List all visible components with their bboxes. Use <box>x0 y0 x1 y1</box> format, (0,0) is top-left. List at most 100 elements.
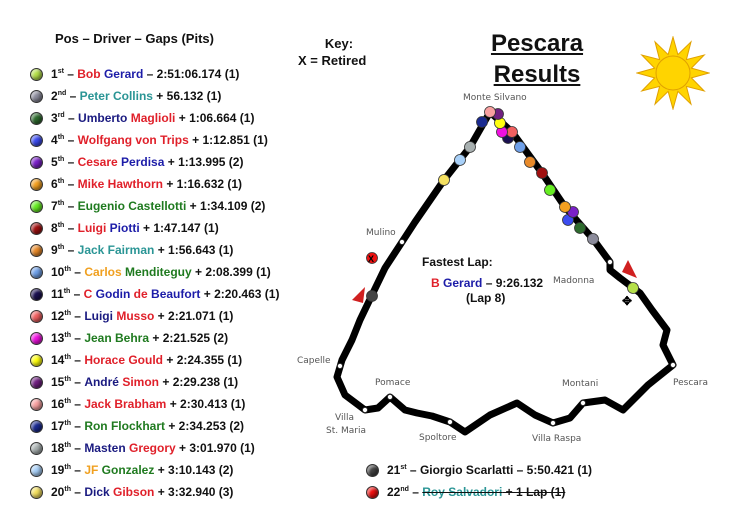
driver-name-part: Eugenio Castellotti <box>77 199 187 213</box>
gap: 2:51:06.174 (1) <box>156 67 240 81</box>
position-number: 10 <box>51 265 65 279</box>
driver-row: 16th – Jack Brabham + 2:30.413 (1) <box>30 394 245 414</box>
driver-name: Carlos Menditeguy + 2:08.399 (1) <box>84 265 270 279</box>
driver-track-marker <box>524 156 536 168</box>
driver-marker-icon <box>30 485 43 499</box>
gap: 1 Lap (1) <box>515 485 566 499</box>
driver-marker-icon <box>30 463 43 477</box>
position-number: 19 <box>51 463 65 477</box>
position: 1st <box>51 67 64 81</box>
driver-track-marker <box>484 106 496 118</box>
driver-marker-icon <box>30 177 43 191</box>
gap: 2:08.399 (1) <box>205 265 271 279</box>
driver-track-marker <box>366 252 378 264</box>
separator: + <box>188 133 203 147</box>
position-number: 7 <box>51 199 58 213</box>
position-suffix: th <box>57 222 65 229</box>
position-suffix: th <box>64 310 71 317</box>
driver-name-part: Masten <box>84 441 126 455</box>
driver-name-part: Gregory <box>129 441 176 455</box>
driver-name-part: Luigi <box>77 221 107 235</box>
driver-marker-icon <box>30 419 43 433</box>
driver-track-marker <box>464 141 476 153</box>
driver-name-part: Simon <box>122 375 159 389</box>
fastest-lap-first: B <box>431 276 440 290</box>
position: 19th <box>51 463 71 477</box>
driver-name: André Simon + 2:29.238 (1) <box>84 375 238 389</box>
separator: + <box>162 177 177 191</box>
driver-name: Jack Fairman + 1:56.643 (1) <box>78 243 234 257</box>
position-number: 13 <box>51 331 65 345</box>
gap: 3:01.970 (1) <box>189 441 255 455</box>
chequered-flag-icon: ✥ <box>622 294 632 308</box>
driver-track-marker <box>506 126 518 138</box>
driver-name-part: Wolfgang von Trips <box>77 133 189 147</box>
driver-marker-icon <box>30 331 43 345</box>
track-label: Capelle <box>297 356 331 366</box>
driver-name-part: Roy Salvadori <box>422 485 503 499</box>
driver-row: 18th – Masten Gregory + 3:01.970 (1) <box>30 438 255 458</box>
flag-marker <box>622 260 637 278</box>
key-entry: X = Retired <box>298 53 367 68</box>
track-label: Spoltore <box>419 433 457 443</box>
track-label: Villa <box>335 413 354 423</box>
driver-marker-icon <box>30 133 43 147</box>
driver-marker-icon <box>366 463 379 477</box>
position: 8th <box>51 221 64 235</box>
position: 3rd <box>51 111 65 125</box>
track-label: Mulino <box>366 228 396 238</box>
driver-name-part: Beaufort <box>151 287 201 301</box>
position: 13th <box>51 331 71 345</box>
position: 14th <box>51 353 71 367</box>
fastest-lap-time: – 9:26.132 <box>485 276 544 290</box>
driver-track-marker <box>366 290 378 302</box>
driver-track-marker <box>536 167 548 179</box>
position-number: 5 <box>51 155 58 169</box>
position-suffix: nd <box>57 90 67 97</box>
position-suffix: nd <box>400 486 409 493</box>
driver-marker-icon <box>30 199 43 213</box>
position-suffix: th <box>64 398 71 405</box>
position-number: 1 <box>51 67 58 81</box>
driver-marker-icon <box>30 353 43 367</box>
gap: 1:12.851 (1) <box>202 133 268 147</box>
driver-row: 10th – Carlos Menditeguy + 2:08.399 (1) <box>30 262 271 282</box>
driver-row: 13th – Jean Behra + 2:21.525 (2) <box>30 328 228 348</box>
driver-row: 22nd – Roy Salvadori + 1 Lap (1) <box>366 482 565 502</box>
gap: 1:06.664 (1) <box>189 111 255 125</box>
gap: 1:56.643 (1) <box>168 243 234 257</box>
separator: + <box>154 309 169 323</box>
track-label: Madonna <box>553 276 594 286</box>
driver-name-part: Carlos <box>84 265 122 279</box>
driver-name-part: de <box>133 287 148 301</box>
list-header: Pos – Driver – Gaps (Pits) <box>55 31 214 46</box>
position: 16th <box>51 397 71 411</box>
position-suffix: st <box>400 464 407 471</box>
separator: + <box>164 419 179 433</box>
position-suffix: th <box>64 266 71 273</box>
driver-row: 17th – Ron Flockhart + 2:34.253 (2) <box>30 416 244 436</box>
gap: 3:10.143 (2) <box>168 463 234 477</box>
turn-marker <box>447 419 453 425</box>
driver-row: 2nd – Peter Collins + 56.132 (1) <box>30 86 221 106</box>
driver-name: Masten Gregory + 3:01.970 (1) <box>84 441 254 455</box>
position-number: 9 <box>51 243 58 257</box>
separator: + <box>154 463 169 477</box>
position-suffix: th <box>57 244 65 251</box>
driver-marker-icon <box>30 265 43 279</box>
position-number: 8 <box>51 221 58 235</box>
gap: 5:50.421 (1) <box>526 463 593 477</box>
driver-row: 14th – Horace Gould + 2:24.355 (1) <box>30 350 242 370</box>
position-suffix: th <box>57 178 65 185</box>
separator: + <box>154 485 169 499</box>
position-number: 17 <box>51 419 65 433</box>
turn-marker <box>607 259 613 265</box>
position-number: 6 <box>51 177 58 191</box>
position: 18th <box>51 441 71 455</box>
driver-name-part: C <box>83 287 93 301</box>
driver-name-part: Musso <box>116 309 155 323</box>
driver-name-part: Gibson <box>113 485 155 499</box>
driver-name-part: Ron Flockhart <box>84 419 165 433</box>
gap: 2:21.525 (2) <box>162 331 229 345</box>
position-suffix: th <box>57 134 65 141</box>
